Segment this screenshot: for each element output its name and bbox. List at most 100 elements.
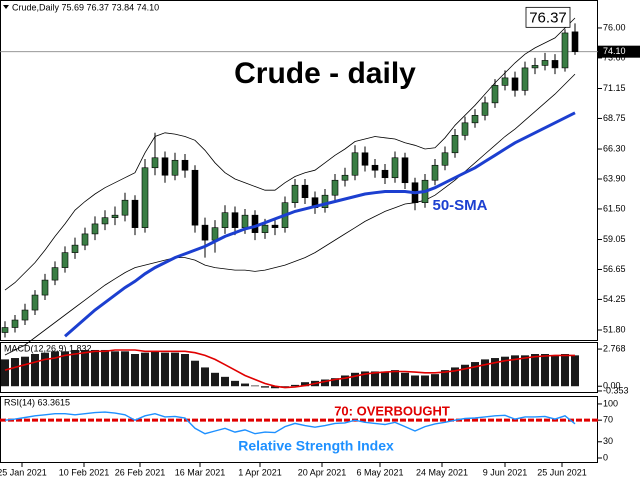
y-tick-label: 71.15 bbox=[603, 83, 626, 93]
candle-body bbox=[61, 252, 69, 268]
y-tick-label: 76.00 bbox=[603, 22, 626, 32]
candle-body bbox=[111, 214, 119, 218]
macd-bar bbox=[461, 364, 469, 387]
high-label: 76.37 bbox=[529, 9, 567, 26]
candle-body bbox=[471, 115, 479, 124]
candle-body bbox=[251, 214, 259, 233]
candle-body bbox=[531, 65, 539, 69]
x-tick-label: 9 Jun 2021 bbox=[483, 467, 528, 477]
macd-bar bbox=[171, 352, 179, 387]
y-tick-label: 100 bbox=[603, 398, 618, 408]
y-tick-label: 51.80 bbox=[603, 324, 626, 334]
macd-bar bbox=[211, 372, 219, 387]
candle-body bbox=[391, 157, 399, 179]
candle-body bbox=[321, 194, 329, 208]
y-tick-label: 63.90 bbox=[603, 173, 626, 183]
macd-bar bbox=[131, 354, 139, 387]
macd-bar bbox=[91, 349, 99, 387]
macd-bar bbox=[491, 358, 499, 387]
y-tick-label: 68.75 bbox=[603, 113, 626, 123]
macd-bar bbox=[181, 354, 189, 387]
candle-body bbox=[1, 327, 9, 333]
candle-body bbox=[521, 67, 529, 91]
macd-bar bbox=[41, 352, 49, 387]
macd-signal bbox=[4, 349, 575, 389]
macd-bar bbox=[381, 371, 389, 387]
sma-line bbox=[64, 111, 576, 338]
macd-bar bbox=[511, 355, 519, 387]
macd-bar bbox=[111, 351, 119, 387]
candle-body bbox=[211, 227, 219, 241]
macd-bar bbox=[231, 380, 239, 387]
macd-bar bbox=[31, 354, 39, 387]
macd-bar bbox=[51, 351, 59, 387]
rsi-line bbox=[4, 411, 576, 435]
candle-body bbox=[201, 224, 209, 241]
macd-bar bbox=[121, 351, 129, 387]
candle-body bbox=[451, 135, 459, 154]
candle-body bbox=[161, 157, 169, 176]
macd-bar bbox=[261, 386, 269, 388]
macd-bar bbox=[251, 385, 259, 387]
macd-bar bbox=[101, 349, 109, 387]
candle-body bbox=[401, 157, 409, 184]
price-panel-frame bbox=[0, 0, 598, 341]
x-tick-label: 26 Feb 2021 bbox=[115, 467, 166, 477]
macd-bar bbox=[301, 382, 309, 387]
macd-bar bbox=[541, 354, 549, 387]
y-tick-label: 56.65 bbox=[603, 264, 626, 274]
x-tick-label: 6 May 2021 bbox=[356, 467, 403, 477]
macd-bar bbox=[391, 370, 399, 387]
candle-body bbox=[341, 174, 349, 181]
candle-body bbox=[501, 77, 509, 86]
rsi-header: RSI(14) 63.3615 bbox=[4, 397, 70, 407]
macd-bar bbox=[561, 354, 569, 387]
last-price-box bbox=[598, 45, 640, 58]
candle-body bbox=[71, 244, 79, 253]
bollinger-upper bbox=[4, 17, 576, 291]
candle-body bbox=[351, 152, 359, 176]
x-tick-label: 16 Mar 2021 bbox=[175, 467, 226, 477]
macd-panel-frame bbox=[0, 342, 598, 393]
y-tick-label: 66.30 bbox=[603, 143, 626, 153]
candle-body bbox=[221, 212, 229, 228]
menu-triangle bbox=[3, 5, 9, 9]
candle-body bbox=[181, 159, 189, 171]
macd-bar bbox=[241, 383, 249, 387]
candle-body bbox=[151, 157, 159, 169]
candle-body bbox=[171, 159, 179, 176]
candle-body bbox=[291, 184, 299, 204]
macd-bar bbox=[531, 354, 539, 387]
candle-body bbox=[561, 32, 569, 69]
candle-body bbox=[541, 60, 549, 66]
candle-body bbox=[131, 199, 139, 228]
overbought-label: 70: OVERBOUGHT bbox=[334, 404, 450, 419]
y-tick-label: 0.00 bbox=[603, 381, 621, 391]
macd-bar bbox=[151, 351, 159, 387]
x-tick-label: 25 Jun 2021 bbox=[537, 467, 587, 477]
candle-body bbox=[11, 319, 19, 328]
y-tick-label: 0 bbox=[603, 452, 608, 462]
candle-body bbox=[231, 212, 239, 228]
macd-bar bbox=[571, 355, 579, 387]
candle-body bbox=[371, 164, 379, 171]
macd-bar bbox=[71, 349, 79, 387]
macd-bar bbox=[21, 356, 29, 387]
bollinger-lower bbox=[4, 73, 576, 356]
macd-bar bbox=[471, 362, 479, 387]
x-tick-label: 20 Apr 2021 bbox=[298, 467, 347, 477]
macd-bar bbox=[61, 351, 69, 387]
candle-body bbox=[41, 279, 49, 296]
candle-body bbox=[481, 102, 489, 116]
macd-bar bbox=[321, 379, 329, 387]
candle-body bbox=[191, 169, 199, 226]
y-tick-label: -0.353 bbox=[603, 385, 629, 395]
candle-body bbox=[31, 294, 39, 311]
chart-header: Crude,Daily 75.69 76.37 73.84 74.10 bbox=[12, 2, 159, 12]
macd-bar bbox=[81, 349, 89, 387]
macd-bar bbox=[411, 375, 419, 387]
macd-bar bbox=[501, 356, 509, 387]
macd-bar bbox=[371, 371, 379, 387]
macd-bar bbox=[141, 352, 149, 387]
